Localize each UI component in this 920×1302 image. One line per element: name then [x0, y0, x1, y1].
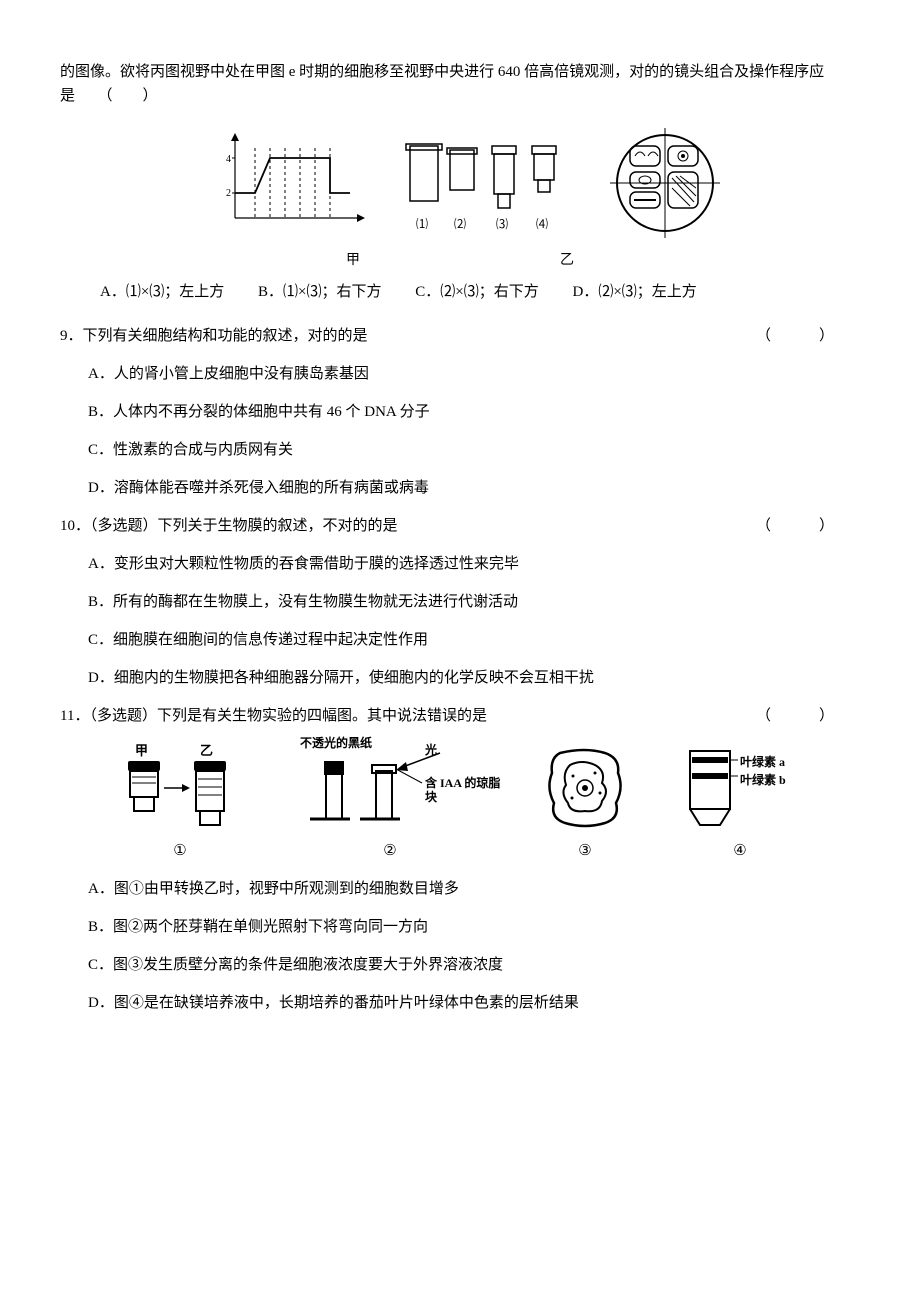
anno-black-paper: 不透光的黑纸	[300, 736, 372, 750]
exp3-num: ③	[540, 839, 630, 863]
q8-figure-area: 4 2	[60, 128, 860, 272]
exp1-icon: 甲 乙	[120, 743, 240, 833]
q11-paren: （ ）	[756, 704, 840, 728]
caption-yi: 乙	[560, 250, 574, 272]
field-bing	[610, 128, 720, 238]
svg-text:⑵: ⑵	[454, 217, 466, 231]
caption-jia: 甲	[346, 250, 360, 272]
exp1-num: ①	[120, 839, 240, 863]
q10-d: D．细胞内的生物膜把各种细胞器分隔开，使细胞内的化学反映不会互相干扰	[60, 666, 860, 690]
q9-d: D．溶酶体能吞噬并杀死侵入细胞的所有病菌或病毒	[60, 476, 860, 500]
q9-b: B．人体内不再分裂的体细胞中共有 46 个 DNA 分子	[60, 400, 860, 424]
q9-a: A．人的肾小管上皮细胞中没有胰岛素基因	[60, 362, 860, 386]
svg-text:2: 2	[226, 188, 231, 199]
anno-chl-a: 叶绿素 a	[740, 755, 785, 769]
q11-a: A．图①由甲转换乙时，视野中所观测到的细胞数目增多	[60, 877, 860, 901]
q9-c: C．性激素的合成与内质网有关	[60, 438, 860, 462]
q8-opt-d: D．⑵×⑶；左上方	[572, 280, 696, 304]
intro-line2: 是 （ ）	[60, 88, 158, 104]
q8-opt-b: B．⑴×⑶；右下方	[258, 280, 381, 304]
intro-block: 的图像。欲将丙图视野中处在甲图 e 时期的细胞移至视野中央进行 640 倍高倍镜…	[60, 60, 860, 108]
q10-stem: 10．（多选题）下列关于生物膜的叙述，不对的的是	[60, 518, 398, 534]
exp2-num: ②	[290, 839, 490, 863]
q9-paren: （ ）	[756, 324, 840, 348]
svg-text:⑶: ⑶	[496, 217, 508, 231]
exp3-icon	[540, 743, 630, 833]
q8-opt-c: C．⑵×⑶；右下方	[415, 280, 538, 304]
exp4-num: ④	[680, 839, 800, 863]
graph-jia: 4 2	[200, 128, 370, 238]
svg-text:乙: 乙	[200, 743, 213, 758]
svg-text:甲: 甲	[135, 743, 148, 758]
q10: 10．（多选题）下列关于生物膜的叙述，不对的的是 （ ） A．变形虫对大颗粒性物…	[60, 514, 860, 690]
q11-b: B．图②两个胚芽鞘在单侧光照射下将弯向同一方向	[60, 915, 860, 939]
q8-opt-a: A．⑴×⑶；左上方	[100, 280, 224, 304]
lenses-yi: ⑴ ⑵ ⑶ ⑷	[400, 128, 580, 238]
svg-text:⑴: ⑴	[416, 217, 428, 231]
anno-light: 光	[425, 743, 437, 757]
q11-stem: 11．（多选题）下列是有关生物实验的四幅图。其中说法错误的是	[60, 708, 487, 724]
q10-c: C．细胞膜在细胞间的信息传递过程中起决定性作用	[60, 628, 860, 652]
svg-text:⑷: ⑷	[536, 217, 548, 231]
q10-b: B．所有的酶都在生物膜上，没有生物膜生物就无法进行代谢活动	[60, 590, 860, 614]
anno-agar: 含 IAA 的琼脂块	[425, 776, 500, 803]
q11-figures: 甲 乙 ①	[60, 743, 860, 863]
q10-paren: （ ）	[756, 514, 840, 538]
q11: 11．（多选题）下列是有关生物实验的四幅图。其中说法错误的是 （ ） 甲 乙	[60, 704, 860, 1015]
q9-stem: 9．下列有关细胞结构和功能的叙述，对的的是	[60, 328, 368, 344]
q11-c: C．图③发生质壁分离的条件是细胞液浓度要大于外界溶液浓度	[60, 953, 860, 977]
intro-line1: 的图像。欲将丙图视野中处在甲图 e 时期的细胞移至视野中央进行 640 倍高倍镜…	[60, 64, 824, 80]
q10-a: A．变形虫对大颗粒性物质的吞食需借助于膜的选择透过性来完毕	[60, 552, 860, 576]
q9: 9．下列有关细胞结构和功能的叙述，对的的是 （ ） A．人的肾小管上皮细胞中没有…	[60, 324, 860, 500]
q11-d: D．图④是在缺镁培养液中，长期培养的番茄叶片叶绿体中色素的层析结果	[60, 991, 860, 1015]
q8-options: A．⑴×⑶；左上方 B．⑴×⑶；右下方 C．⑵×⑶；右下方 D．⑵×⑶；左上方	[60, 280, 860, 304]
anno-chl-b: 叶绿素 b	[740, 773, 786, 787]
svg-text:4: 4	[226, 154, 231, 165]
